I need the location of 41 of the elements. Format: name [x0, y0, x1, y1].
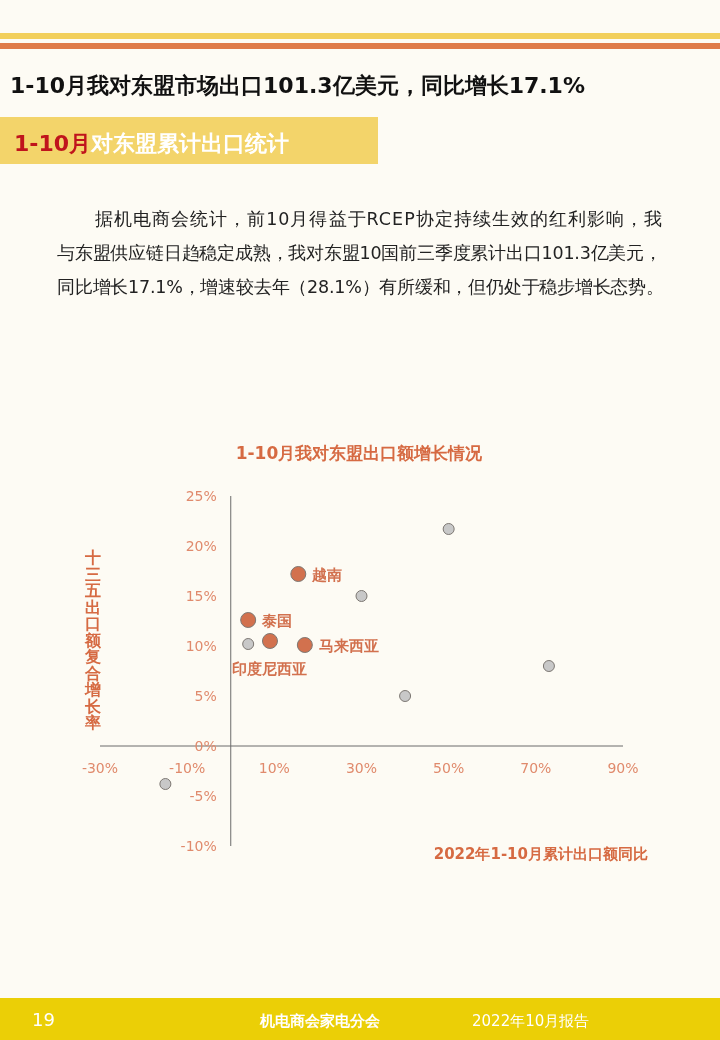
point [399, 690, 412, 702]
y-tick-label: 10% [185, 638, 217, 654]
point [442, 523, 455, 535]
annotation: 越南 [311, 566, 343, 584]
point [240, 612, 257, 628]
text: 2022年10月报告 [472, 1012, 590, 1030]
y-tick-label: 0% [194, 738, 217, 754]
annotation: 泰国 [261, 612, 293, 630]
x-tick-label: -30% [81, 760, 119, 776]
point [261, 633, 278, 649]
point [242, 638, 255, 650]
point [355, 590, 368, 602]
chart-title: 1-10月我对东盟出口额增长情况 [235, 443, 484, 463]
text: 据机电商会统计，前10月得益于RCEP协定持续生效的红利影响，我 [95, 209, 662, 229]
y-tick-label: -10% [180, 838, 217, 854]
y-tick-label: 15% [185, 588, 217, 604]
x-tick-label: 70% [520, 760, 552, 776]
x-tick-label: 50% [433, 760, 465, 776]
point [159, 778, 172, 790]
y-tick-label: 5% [194, 688, 217, 704]
x-axis-title: 2022年1-10月累计出口额同比 [433, 845, 648, 863]
point [296, 637, 313, 653]
point [290, 566, 307, 582]
y-tick-label: 25% [185, 488, 217, 504]
text: 同比增长17.1%，增速较去年（28.1%）有所缓和，但仍处于稳步增长态势。 [57, 277, 664, 297]
text: 机电商会家电分会 [259, 1012, 381, 1030]
annotation: 印度尼西亚 [232, 660, 308, 678]
text: 对东盟累计出口统计 [90, 131, 290, 156]
y-tick-label: 20% [185, 538, 217, 554]
text: 1-10月 [14, 131, 92, 156]
annotation: 马来西亚 [318, 637, 379, 655]
text: 十三五出口额复合增长率 [85, 548, 101, 732]
y-tick-label: -5% [189, 788, 217, 804]
x-tick-label: -10% [169, 760, 206, 776]
x-tick-label: 30% [345, 760, 378, 776]
text: 与东盟供应链日趋稳定成熟，我对东盟10国前三季度累计出口101.3亿美元， [57, 243, 662, 263]
x-tick-label: 90% [607, 760, 639, 776]
point [542, 660, 555, 672]
x-tick-label: 10% [258, 760, 290, 776]
text: 1-10月我对东盟市场出口101.3亿美元，同比增长17.1% [10, 73, 585, 98]
text: 19 [32, 1009, 55, 1030]
